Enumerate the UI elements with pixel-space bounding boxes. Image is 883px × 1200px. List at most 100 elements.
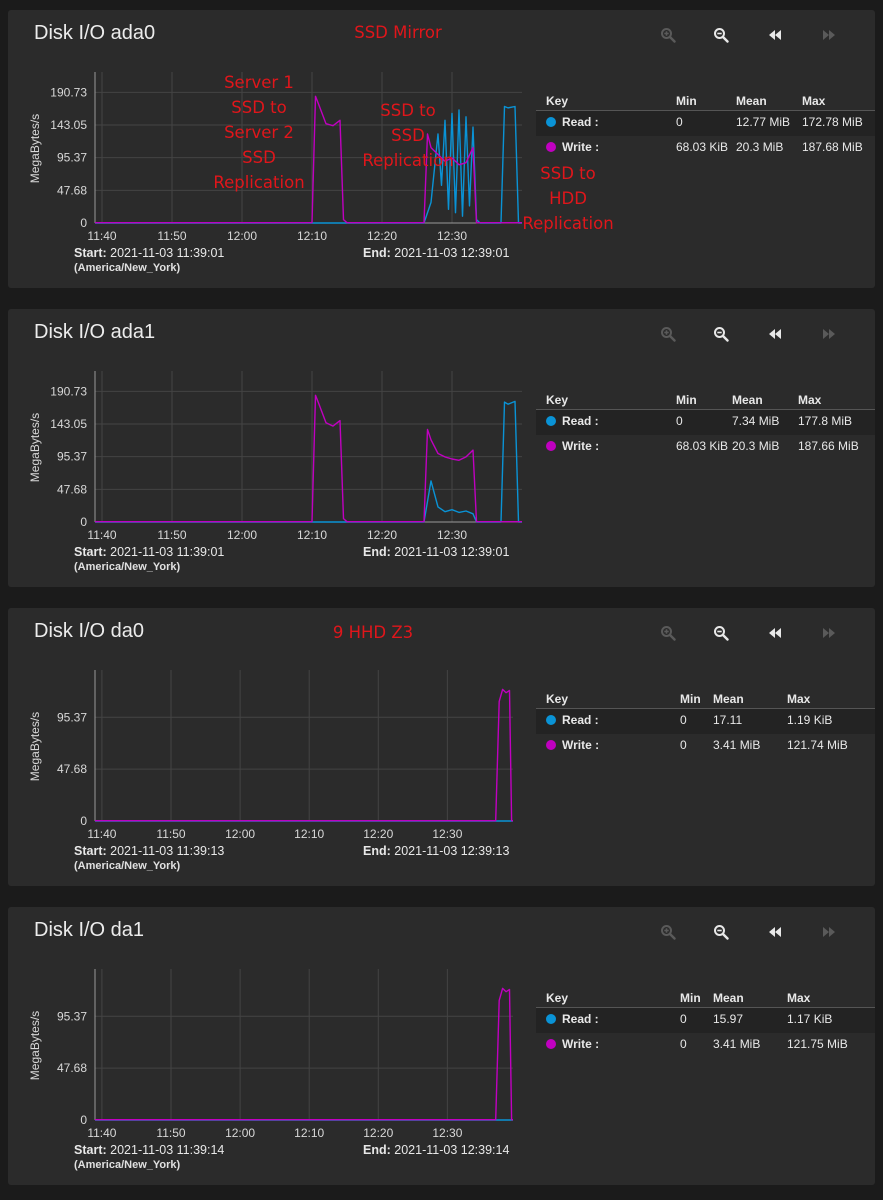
series-line-write — [95, 688, 513, 822]
start-label: Start: — [74, 844, 107, 858]
x-tick-label: 11:50 — [156, 1126, 185, 1140]
series-line-read — [95, 400, 522, 523]
start-label: Start: — [74, 545, 107, 559]
legend-row-read[interactable]: Read : 0 17.11 1.19 KiB — [536, 709, 875, 734]
legend-series-name: Write : — [562, 439, 600, 453]
annotation-text: Server 1 SSD to Server 2 SSD Replication — [204, 70, 314, 195]
x-tick-label: 12:00 — [225, 1126, 255, 1140]
zoom-out-button[interactable] — [709, 24, 733, 46]
series-dot-icon — [546, 117, 556, 127]
legend-header-key: Key — [546, 991, 569, 1005]
annotation-line: SSD Mirror — [354, 23, 442, 42]
start-time: Start: 2021-11-03 11:39:14 — [74, 1143, 224, 1157]
end-value: 2021-11-03 12:39:13 — [394, 844, 510, 858]
forward-button[interactable] — [817, 24, 841, 46]
annotation-text: SSD Mirror — [338, 20, 458, 45]
rewind-button[interactable] — [763, 323, 787, 345]
legend-series-name: Read : — [562, 1012, 599, 1026]
rewind-button[interactable] — [763, 622, 787, 644]
rewind-icon — [769, 329, 781, 339]
legend-row-read[interactable]: Read : 0 7.34 MiB 177.8 MiB — [536, 410, 875, 435]
annotation-line: SSD — [242, 148, 276, 167]
series-dot-icon — [546, 416, 556, 426]
zoom-in-icon — [661, 28, 676, 43]
y-tick-label: 95.37 — [57, 1009, 87, 1023]
legend-row-write[interactable]: Write : 68.03 KiB 20.3 MiB 187.66 MiB — [536, 435, 875, 460]
legend-header: Key Min Mean Max — [536, 987, 875, 1008]
forward-icon — [823, 30, 835, 40]
legend-row-read[interactable]: Read : 0 12.77 MiB 172.78 MiB — [536, 111, 875, 136]
zoom-in-button[interactable] — [656, 24, 680, 46]
chart-toolbar — [648, 323, 848, 347]
end-time: End: 2021-11-03 12:39:13 — [363, 844, 509, 858]
legend-key: Write : — [546, 1037, 599, 1051]
io-chart: 0 47.68 95.37 143.05 190.73 11:40 11:50 12:00 12… — [28, 371, 522, 542]
chart-toolbar — [648, 622, 848, 646]
legend-row-write[interactable]: Write : 0 3.41 MiB 121.74 MiB — [536, 734, 875, 759]
series-line-write — [95, 95, 522, 224]
x-tick-label: 11:40 — [87, 827, 116, 841]
series-line-read — [95, 105, 522, 224]
io-chart: 0 47.68 95.37 11:40 11:50 12:00 12:10 12:20 12:3… — [28, 670, 513, 841]
zoom-in-button[interactable] — [656, 921, 680, 943]
y-tick-label: 47.68 — [57, 1061, 87, 1075]
y-tick-label: 95.37 — [57, 151, 87, 165]
y-tick-label: 143.05 — [50, 118, 87, 132]
legend-key: Read : — [546, 115, 599, 129]
end-time: End: 2021-11-03 12:39:01 — [363, 246, 509, 260]
y-tick-label: 190.73 — [50, 85, 87, 99]
disk-io-card: Disk I/O ada0 0 47.68 95.37 143.05 190.73 11:4… — [8, 10, 875, 288]
zoom-out-icon — [714, 327, 729, 342]
chart-toolbar — [648, 921, 848, 945]
card-title: Disk I/O ada0 — [34, 22, 156, 44]
legend-key: Read : — [546, 1012, 599, 1026]
end-value: 2021-11-03 12:39:01 — [394, 246, 510, 260]
legend-max-value: 172.78 MiB — [802, 115, 863, 129]
end-time: End: 2021-11-03 12:39:01 — [363, 545, 509, 559]
series-dot-icon — [546, 715, 556, 725]
zoom-in-button[interactable] — [656, 323, 680, 345]
annotation-line: Replication — [362, 151, 454, 170]
zoom-out-button[interactable] — [709, 323, 733, 345]
legend-header-mean: Mean — [736, 94, 767, 108]
x-tick-label: 12:20 — [367, 528, 397, 542]
zoom-out-button[interactable] — [709, 921, 733, 943]
legend-series-name: Write : — [562, 738, 600, 752]
end-value: 2021-11-03 12:39:01 — [394, 545, 510, 559]
start-time: Start: 2021-11-03 11:39:13 — [74, 844, 224, 858]
x-tick-label: 12:30 — [432, 827, 462, 841]
forward-button[interactable] — [817, 622, 841, 644]
annotation-text: SSD to HDD Replication — [513, 161, 623, 236]
start-value: 2021-11-03 11:39:14 — [110, 1143, 225, 1157]
x-tick-label: 12:10 — [294, 1126, 324, 1140]
legend-max-value: 1.17 KiB — [787, 1012, 833, 1026]
forward-button[interactable] — [817, 323, 841, 345]
end-label: End: — [363, 246, 391, 260]
legend-row-write[interactable]: Write : 0 3.41 MiB 121.75 MiB — [536, 1033, 875, 1058]
legend-header-min: Min — [680, 991, 701, 1005]
legend-header: Key Min Mean Max — [536, 688, 875, 709]
legend-header-key: Key — [546, 393, 569, 407]
legend-row-read[interactable]: Read : 0 15.97 1.17 KiB — [536, 1008, 875, 1033]
x-tick-label: 12:00 — [227, 229, 257, 243]
legend-min-value: 0 — [676, 414, 683, 428]
zoom-in-button[interactable] — [656, 622, 680, 644]
rewind-button[interactable] — [763, 921, 787, 943]
legend-row-write[interactable]: Write : 68.03 KiB 20.3 MiB 187.68 MiB — [536, 136, 875, 161]
legend-header-max: Max — [787, 692, 811, 706]
rewind-button[interactable] — [763, 24, 787, 46]
legend-header-min: Min — [676, 94, 697, 108]
x-tick-label: 12:20 — [367, 229, 397, 243]
legend-key: Read : — [546, 414, 599, 428]
series-dot-icon — [546, 1014, 556, 1024]
annotation-line: 9 HHD Z3 — [332, 623, 414, 642]
legend-key: Write : — [546, 439, 599, 453]
x-tick-label: 11:40 — [87, 229, 116, 243]
end-label: End: — [363, 545, 391, 559]
series-dot-icon — [546, 1039, 556, 1049]
zoom-out-button[interactable] — [709, 622, 733, 644]
y-tick-label: 0 — [80, 515, 87, 529]
forward-button[interactable] — [817, 921, 841, 943]
rewind-icon — [769, 628, 781, 638]
legend-header-max: Max — [798, 393, 822, 407]
